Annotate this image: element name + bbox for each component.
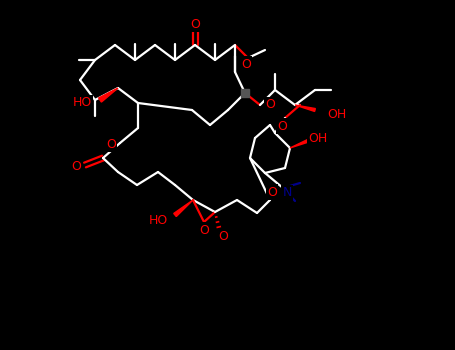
Text: O: O xyxy=(106,138,116,150)
Text: O: O xyxy=(241,57,251,70)
Text: O: O xyxy=(199,224,209,237)
Text: O: O xyxy=(190,18,200,30)
Text: O: O xyxy=(267,186,277,198)
Text: O: O xyxy=(277,119,287,133)
Text: OH: OH xyxy=(327,108,346,121)
Polygon shape xyxy=(295,105,315,111)
Polygon shape xyxy=(241,89,249,97)
Text: OH: OH xyxy=(308,132,328,145)
Text: O: O xyxy=(218,231,228,244)
Text: O: O xyxy=(265,98,275,112)
Text: HO: HO xyxy=(149,214,168,226)
Polygon shape xyxy=(174,200,193,217)
Polygon shape xyxy=(99,88,118,102)
Text: HO: HO xyxy=(73,97,92,110)
Polygon shape xyxy=(290,139,311,148)
Text: O: O xyxy=(71,161,81,174)
Text: N: N xyxy=(282,187,292,199)
